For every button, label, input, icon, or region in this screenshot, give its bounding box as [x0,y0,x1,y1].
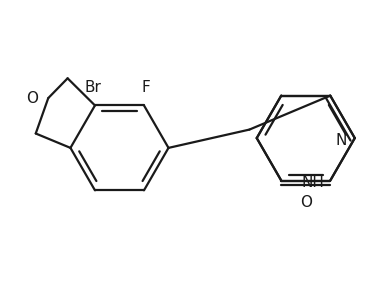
Text: Br: Br [85,80,101,95]
Text: NH: NH [301,175,324,190]
Text: F: F [142,80,150,95]
Text: O: O [27,91,39,106]
Text: O: O [300,195,312,210]
Text: N: N [336,133,347,148]
